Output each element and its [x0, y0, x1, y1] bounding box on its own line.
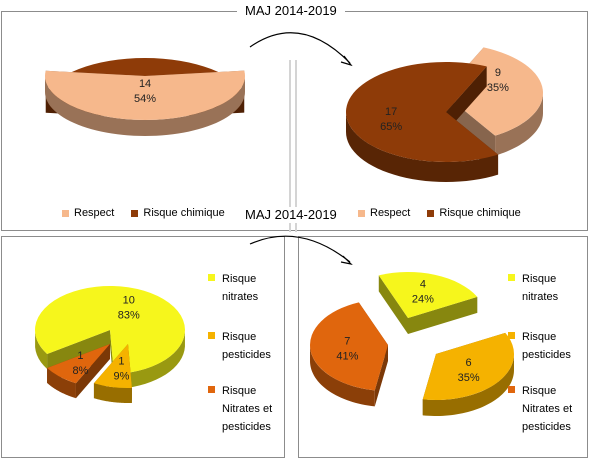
data-label-value: 9	[495, 67, 501, 79]
legend-label-pesticides: Risque pesticides	[522, 331, 571, 361]
slice-rim	[346, 111, 499, 182]
slice-top	[45, 70, 246, 121]
legend-swatch-pesticides	[208, 332, 215, 339]
legend-swatch-respect	[62, 209, 69, 217]
slice-wall	[446, 66, 487, 132]
slice-rim	[422, 354, 514, 416]
data-label-percent: 8%	[72, 365, 88, 377]
slice-rim	[47, 367, 76, 399]
legend-swatch-nitrates	[508, 274, 515, 281]
slice-top	[47, 344, 110, 384]
data-label-percent: 24%	[412, 293, 434, 305]
slice-risque-nitrates: 10 83%	[34, 286, 185, 389]
slice-top	[34, 286, 185, 374]
slice-top	[422, 332, 514, 400]
legend-swatch-respect	[358, 209, 365, 217]
data-label-value: 7	[344, 336, 350, 348]
data-label-value: 6	[466, 357, 472, 369]
legend-item-risque-chimique: Risque chimique	[427, 207, 521, 219]
legend-label-pesticides: Risque pesticides	[222, 331, 271, 361]
slice-top	[346, 61, 499, 163]
slice-risque-pesticides: 19%	[93, 344, 132, 403]
slice-rim	[93, 383, 132, 403]
divider-top-left	[289, 60, 291, 232]
pie-chart-4: 424%741%635%	[309, 272, 514, 416]
slice-rim	[35, 332, 48, 369]
legend-bottom-left: Risque nitrates Risque pesticides Risque Ni…	[208, 270, 288, 440]
slice-risque-nitrates-et-pesticides: 741%	[309, 302, 388, 407]
legend-label-nitrates: Risque nitrates	[522, 273, 559, 303]
data-label-percent: 9%	[113, 371, 129, 383]
slice-risque-nitrates: 424%	[378, 272, 478, 334]
data-label-percent: 83%	[118, 309, 140, 321]
arrow-bottom	[249, 235, 351, 263]
legend-swatch-nitrates-pesticides	[508, 386, 515, 393]
legend-swatch-nitrates	[208, 274, 215, 281]
legend-swatch-nitrates-pesticides	[208, 386, 215, 393]
slice-top	[309, 302, 388, 391]
arrow-bottom-head	[340, 255, 353, 265]
legend-swatch-risque-chimique	[427, 209, 435, 217]
data-label-percent: 41%	[336, 351, 358, 363]
legend-top-left: Respect Risque chimique	[62, 207, 239, 220]
legend-item-respect: Respect	[62, 207, 114, 219]
divider-top-right	[295, 60, 297, 232]
data-label-percent: 54%	[134, 93, 156, 105]
slice-risque-nitrates-et-pesticides: 18%	[47, 344, 110, 399]
data-label-value: 10	[123, 294, 135, 306]
header-bottom: MAJ 2014-2019	[237, 207, 345, 223]
legend-label-risque-chimique: Risque chimique	[143, 207, 225, 219]
slice-rim	[113, 331, 185, 389]
legend-swatch-risque-chimique	[131, 209, 139, 217]
legend-item-risque-chimique: Risque chimique	[131, 207, 225, 219]
data-label-percent: 65%	[380, 121, 402, 133]
legend-top-right: Respect Risque chimique	[358, 207, 535, 220]
legend-label-respect: Respect	[74, 207, 115, 219]
legend-label-nitrates: Risque nitrates	[222, 273, 259, 303]
legend-swatch-pesticides	[508, 332, 515, 339]
slice-wall	[374, 345, 388, 407]
slice-rim	[495, 93, 543, 156]
arrow-top	[249, 32, 351, 64]
data-label-value: 17	[385, 106, 397, 118]
slice-risque-pesticides: 635%	[422, 332, 514, 416]
data-label-percent: 35%	[458, 372, 480, 384]
arrow-top-head	[340, 55, 353, 67]
data-label-percent: 35%	[487, 82, 509, 94]
slice-wall	[378, 275, 408, 334]
slice-rim	[310, 345, 375, 407]
legend-label-nitrates-pesticides: Risque Nitrates et pesticides	[222, 385, 273, 433]
slice-wall	[408, 296, 478, 334]
header-top: MAJ 2014-2019	[237, 3, 345, 19]
data-label-value: 14	[139, 78, 151, 90]
legend-label-respect: Respect	[370, 207, 411, 219]
legend-bottom-right: Risque nitrates Risque pesticides Risque Ni…	[508, 270, 588, 440]
data-label-value: 4	[420, 278, 426, 290]
data-label-value: 1	[118, 356, 124, 368]
slice-rim	[45, 75, 245, 136]
legend-label-nitrates-pesticides: Risque Nitrates et pesticides	[522, 385, 573, 433]
legend-item-respect: Respect	[358, 207, 410, 219]
legend-label-risque-chimique: Risque chimique	[439, 207, 521, 219]
slice-top	[93, 344, 132, 389]
slice-top	[378, 272, 478, 318]
slice-wall	[47, 330, 110, 369]
data-label-value: 1	[77, 350, 83, 362]
